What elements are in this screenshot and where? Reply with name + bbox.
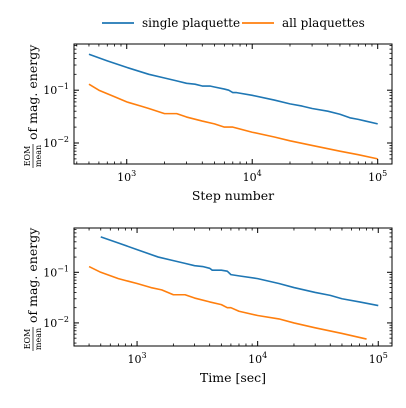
top-x-tick-label: 104: [243, 169, 262, 184]
top-series-single-plaquette-line: [88, 53, 378, 125]
top-y-axis-label: EOM mean of mag. energy: [23, 44, 43, 168]
top-panel: 103 104 105 10−1 10−2 Step number EOM mean of ma…: [23, 43, 393, 203]
top-y-label-text: of mag. energy: [25, 44, 40, 140]
bottom-x-tick-label: 104: [248, 351, 267, 366]
bottom-y-axis-label: EOM mean of mag. energy: [23, 227, 43, 351]
bottom-series-single-plaquette-line: [100, 236, 379, 307]
top-y-tick-label: 10−2: [43, 135, 69, 150]
top-series-all-plaquettes-line: [88, 83, 378, 160]
top-x-tick-label: 105: [368, 169, 387, 184]
bottom-panel: 103 104 105 10−1 10−2 Time [sec] EOM mean of mag…: [23, 227, 393, 385]
legend: single plaquette all plaquettes: [102, 16, 365, 30]
bottom-y-label-text: of mag. energy: [25, 227, 40, 323]
bottom-x-tick-label: 103: [128, 351, 147, 366]
top-y-label-denominator: mean: [34, 145, 43, 167]
top-axes-frame: [73, 43, 393, 165]
legend-label-1: single plaquette: [142, 16, 240, 30]
bottom-series-all-plaquettes-line: [88, 265, 367, 340]
bottom-y-label-numerator: EOM: [23, 329, 32, 350]
top-x-tick-label: 103: [117, 169, 136, 184]
bottom-x-axis-label: Time [sec]: [200, 370, 266, 385]
bottom-axes-frame: [73, 227, 393, 347]
bottom-y-tick-label: 10−2: [43, 315, 69, 330]
top-x-axis-label: Step number: [192, 188, 274, 203]
top-y-label-numerator: EOM: [23, 146, 32, 167]
bottom-y-tick-label: 10−1: [43, 264, 69, 279]
bottom-y-label-denominator: mean: [34, 328, 43, 350]
top-y-tick-label: 10−1: [43, 82, 69, 97]
bottom-x-tick-label: 105: [369, 351, 388, 366]
legend-label-2: all plaquettes: [282, 16, 365, 30]
